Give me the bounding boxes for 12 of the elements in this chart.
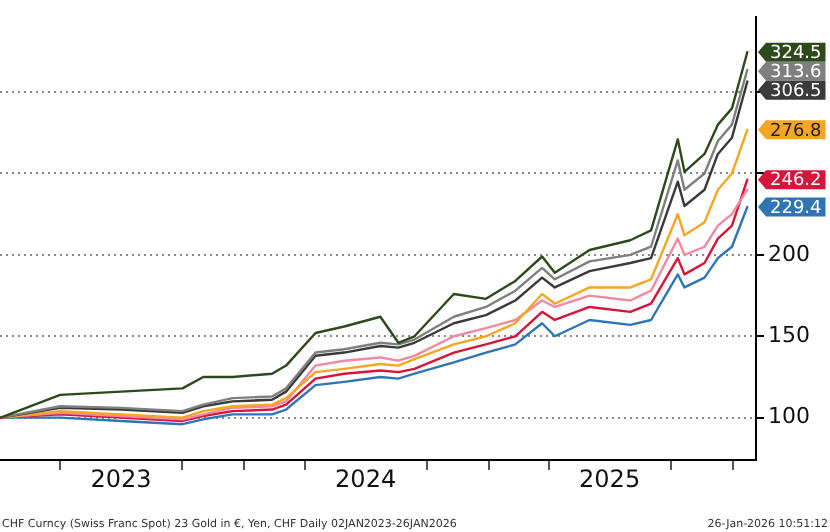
- x-tick-label: 2024: [335, 464, 397, 493]
- data-label: 276.8: [770, 121, 823, 142]
- data-label: 229.4: [770, 198, 823, 219]
- y-tick-label: 150: [768, 322, 810, 348]
- y-tick-label: 200: [768, 240, 810, 267]
- x-tick-label: 2025: [579, 464, 641, 493]
- data-label: 306.5: [770, 81, 822, 102]
- data-label: 313.6: [770, 62, 823, 83]
- data-label: 324.5: [770, 43, 822, 64]
- y-tick-label: 100: [768, 403, 810, 430]
- data-label: 246.2: [770, 171, 822, 192]
- x-tick-label: 2023: [90, 464, 152, 493]
